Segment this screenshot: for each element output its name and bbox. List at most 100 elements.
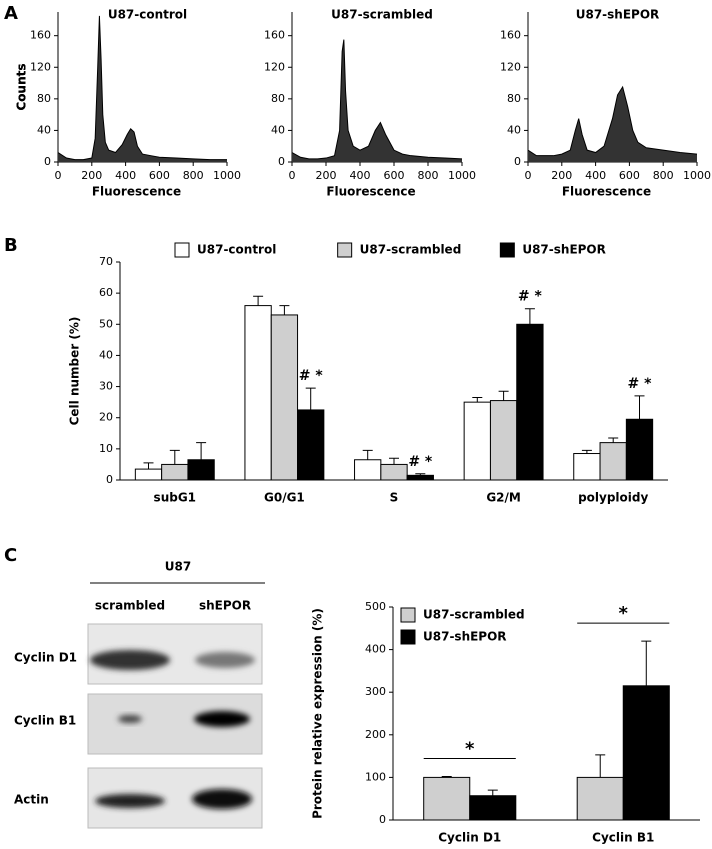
western-blot: U87 scrambled shEPOR Cyclin D1 Cyclin B1… [14,560,265,829]
y-axis-label: Counts [15,63,29,110]
y-tick-label: 20 [99,411,113,424]
x-axis-label: Fluorescence [92,185,181,199]
chart-title: U87-control [108,8,187,22]
y-tick-label: 80 [37,92,51,105]
error-bar [498,390,509,401]
y-tick-label: 0 [44,155,51,168]
error-bar [641,640,652,686]
error-bar [634,395,645,420]
error-bar [441,776,452,778]
band [90,650,170,670]
x-tick-label: 400 [115,169,136,182]
y-axis-label: Counts [15,63,29,110]
panel-label: A [4,3,18,24]
error-bar [524,308,535,325]
y-tick-label: 200 [365,728,386,741]
y-axis-label: Protein relative expression (%) [311,608,325,819]
x-tick-label: 200 [81,169,102,182]
y-tick-label: 120 [500,60,521,73]
x-tick-label: Cyclin D1 [438,831,501,845]
bar [576,776,624,821]
legend-label: U87-scrambled [360,243,462,257]
error-bar [196,442,207,460]
panel-label: C [4,545,17,566]
legend-swatch [499,242,515,258]
error-bar [487,789,498,796]
x-tick-label: 600 [149,169,170,182]
x-tick-label: 0 [55,169,62,182]
y-tick-label: 80 [271,92,285,105]
x-tick-label: G0/G1 [264,491,305,505]
x-tick-label: 1000 [448,169,476,182]
y-tick-label: 100 [365,770,386,783]
y-tick-label: 40 [37,123,51,136]
y-tick-label: 300 [365,685,386,698]
bar [573,453,601,481]
y-tick-label: 0 [106,473,113,486]
bar [625,418,654,481]
bar [134,468,163,481]
band [118,715,142,723]
error-bar [169,449,180,465]
y-tick-label: 160 [30,29,51,42]
histogram-fill [292,39,462,163]
error-bar [305,387,316,410]
x-tick-label: subG1 [154,491,196,505]
x-tick-label: 800 [183,169,204,182]
x-tick-label: 1000 [213,169,241,182]
legend-label: U87-shEPOR [522,243,606,257]
error-bar [143,462,154,470]
bar [187,459,215,481]
significance-label: * [619,603,629,624]
y-tick-label: 400 [365,643,386,656]
x-axis-label: Fluorescence [326,185,415,199]
histogram-fill [528,87,697,162]
y-tick-label: 500 [365,600,386,613]
significance-label: * [465,739,475,760]
legend-label: U87-scrambled [423,608,525,622]
legend-label: U87-shEPOR [423,630,507,644]
y-tick-label: 60 [99,286,113,299]
error-bar [279,305,290,315]
bar [297,409,325,481]
error-bar [581,449,592,454]
bar [622,685,670,821]
annotation: # * [299,368,324,384]
panel-label: B [4,235,18,256]
annotation: # * [408,454,433,470]
y-tick-label: 120 [30,60,51,73]
x-tick-label: 1000 [683,169,711,182]
legend-swatch [400,629,416,645]
histogram-line [291,39,463,160]
bar [244,305,272,481]
y-tick-label: 30 [99,380,113,393]
bar [516,323,544,481]
legend-swatch [174,242,190,258]
y-tick-label: 120 [264,60,285,73]
histogram-line [527,85,698,157]
error-bar [415,473,426,476]
bar [463,401,491,481]
x-tick-label: 400 [350,169,371,182]
error-bar [608,437,619,443]
x-axis-label: Fluorescence [562,185,651,199]
y-tick-label: 10 [99,442,113,455]
blot-group: U87 [165,560,191,574]
x-tick-label: Cyclin B1 [592,831,654,845]
legend-swatch [337,242,353,258]
x-tick-label: polyploidy [578,491,648,505]
x-tick-label: 200 [551,169,572,182]
bar [599,442,627,481]
chart-title: U87-scrambled [331,8,433,22]
annotation: # * [518,289,543,305]
y-tick-label: 40 [99,348,113,361]
y-tick-label: 160 [500,29,521,42]
error-bar [362,449,373,460]
bar [354,459,382,481]
error-bar [389,457,399,465]
band [194,711,250,727]
y-tick-label: 0 [514,155,521,168]
y-tick-label: 160 [264,29,285,42]
x-tick-label: 0 [525,169,532,182]
